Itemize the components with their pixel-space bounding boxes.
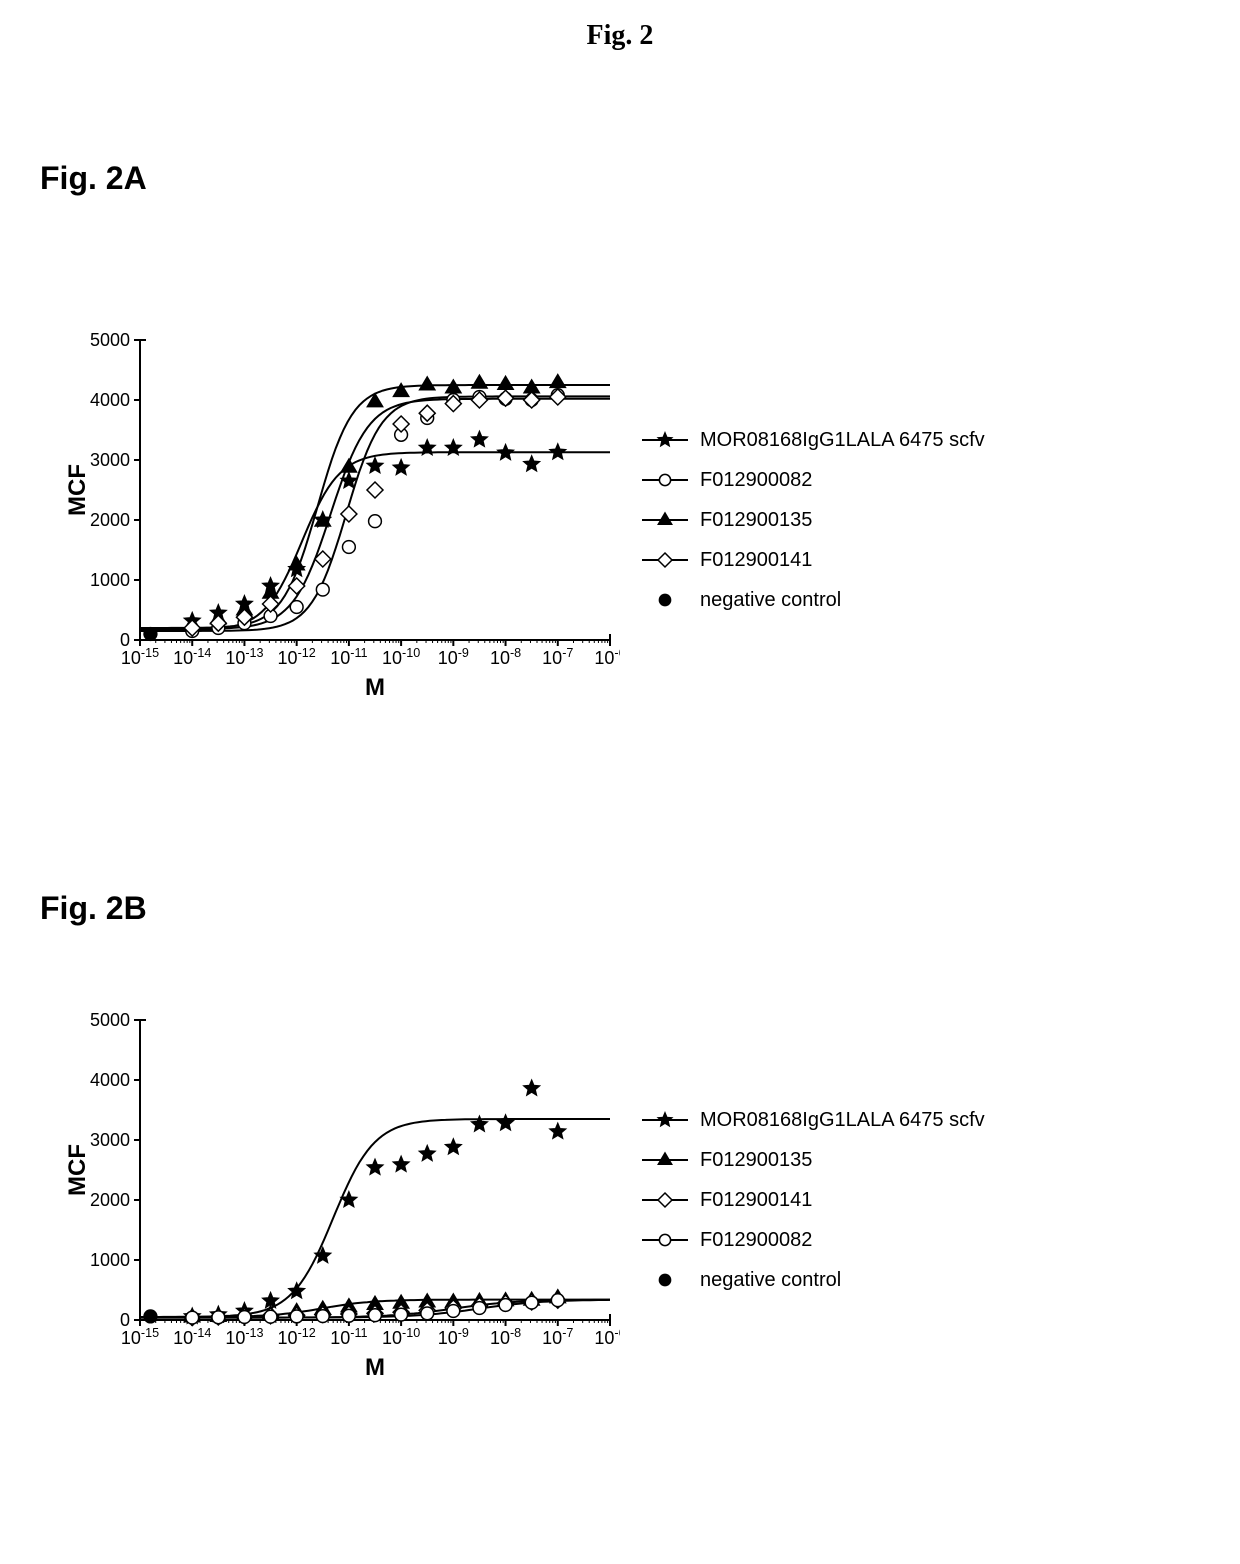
- legend-label: negative control: [700, 589, 841, 612]
- svg-text:M: M: [365, 1354, 385, 1381]
- svg-text:10-9: 10-9: [438, 646, 469, 668]
- panel-a-wrap: 0 1000 2000 3000 4000 5000 10-15 10-14 10-13 10-1…: [60, 330, 985, 710]
- svg-text:10-8: 10-8: [490, 1326, 521, 1348]
- legend-row: MOR08168IgG1LALA 6475 scfv: [640, 420, 985, 460]
- svg-text:10-11: 10-11: [330, 1326, 367, 1348]
- panel-a-title: Fig. 2A: [40, 160, 147, 197]
- figure-main-title: Fig. 2: [0, 20, 1240, 52]
- svg-text:10-10: 10-10: [382, 646, 420, 668]
- svg-text:10-11: 10-11: [330, 646, 367, 668]
- svg-text:5000: 5000: [90, 330, 130, 350]
- svg-text:10-8: 10-8: [490, 646, 521, 668]
- svg-text:0: 0: [120, 630, 130, 650]
- panel-a-chart: 0 1000 2000 3000 4000 5000 10-15 10-14 10-13 10-1…: [60, 330, 620, 710]
- legend-marker-icon: [640, 548, 690, 572]
- svg-text:10-15: 10-15: [121, 1326, 159, 1348]
- svg-text:10-10: 10-10: [382, 1326, 420, 1348]
- svg-text:2000: 2000: [90, 510, 130, 530]
- legend-row: MOR08168IgG1LALA 6475 scfv: [640, 1100, 985, 1140]
- svg-text:10-6: 10-6: [594, 1326, 620, 1348]
- svg-text:5000: 5000: [90, 1010, 130, 1030]
- svg-text:4000: 4000: [90, 1070, 130, 1090]
- legend-marker-icon: [640, 1268, 690, 1292]
- legend-row: negative control: [640, 1260, 985, 1300]
- svg-text:10-13: 10-13: [225, 1326, 263, 1348]
- page: Fig. 2 Fig. 2A 0 1000 2000 3000 4000 5000 10-1…: [0, 0, 1240, 1564]
- legend-marker-icon: [640, 1188, 690, 1212]
- svg-text:3000: 3000: [90, 1130, 130, 1150]
- svg-text:3000: 3000: [90, 450, 130, 470]
- legend-marker-icon: [640, 588, 690, 612]
- svg-text:1000: 1000: [90, 570, 130, 590]
- legend-row: F012900135: [640, 1140, 985, 1180]
- svg-text:4000: 4000: [90, 390, 130, 410]
- legend-marker-icon: [640, 468, 690, 492]
- legend-label: F012900135: [700, 1149, 812, 1172]
- legend-row: F012900082: [640, 1220, 985, 1260]
- legend-row: F012900141: [640, 540, 985, 580]
- legend-label: F012900082: [700, 1229, 812, 1252]
- panel-b-chart: 0 1000 2000 3000 4000 5000 10-15 10-14 10-13 10-1…: [60, 1010, 620, 1390]
- svg-text:10-13: 10-13: [225, 646, 263, 668]
- svg-text:10-12: 10-12: [278, 646, 316, 668]
- legend-marker-icon: [640, 428, 690, 452]
- svg-text:MCF: MCF: [64, 1144, 91, 1196]
- legend-row: F012900141: [640, 1180, 985, 1220]
- legend-label: F012900135: [700, 509, 812, 532]
- legend-label: F012900141: [700, 1189, 812, 1212]
- legend-row: F012900082: [640, 460, 985, 500]
- svg-text:10-7: 10-7: [542, 646, 573, 668]
- svg-text:10-9: 10-9: [438, 1326, 469, 1348]
- legend-marker-icon: [640, 1108, 690, 1132]
- svg-text:2000: 2000: [90, 1190, 130, 1210]
- panel-b-title: Fig. 2B: [40, 890, 147, 927]
- panel-b-wrap: 0 1000 2000 3000 4000 5000 10-15 10-14 10-13 10-1…: [60, 1010, 985, 1390]
- panel-b-legend: MOR08168IgG1LALA 6475 scfv F012900135 F012…: [640, 1100, 985, 1300]
- legend-label: MOR08168IgG1LALA 6475 scfv: [700, 429, 985, 452]
- svg-text:0: 0: [120, 1310, 130, 1330]
- legend-marker-icon: [640, 508, 690, 532]
- legend-label: MOR08168IgG1LALA 6475 scfv: [700, 1109, 985, 1132]
- svg-text:10-12: 10-12: [278, 1326, 316, 1348]
- legend-label: negative control: [700, 1269, 841, 1292]
- legend-label: F012900141: [700, 549, 812, 572]
- svg-text:10-7: 10-7: [542, 1326, 573, 1348]
- svg-text:10-14: 10-14: [173, 1326, 211, 1348]
- legend-row: negative control: [640, 580, 985, 620]
- svg-text:10-6: 10-6: [594, 646, 620, 668]
- svg-text:MCF: MCF: [64, 464, 91, 516]
- legend-marker-icon: [640, 1148, 690, 1172]
- svg-text:10-14: 10-14: [173, 646, 211, 668]
- legend-label: F012900082: [700, 469, 812, 492]
- svg-text:10-15: 10-15: [121, 646, 159, 668]
- panel-a-legend: MOR08168IgG1LALA 6475 scfv F012900082 F012…: [640, 420, 985, 620]
- svg-text:M: M: [365, 674, 385, 701]
- svg-text:1000: 1000: [90, 1250, 130, 1270]
- legend-row: F012900135: [640, 500, 985, 540]
- legend-marker-icon: [640, 1228, 690, 1252]
